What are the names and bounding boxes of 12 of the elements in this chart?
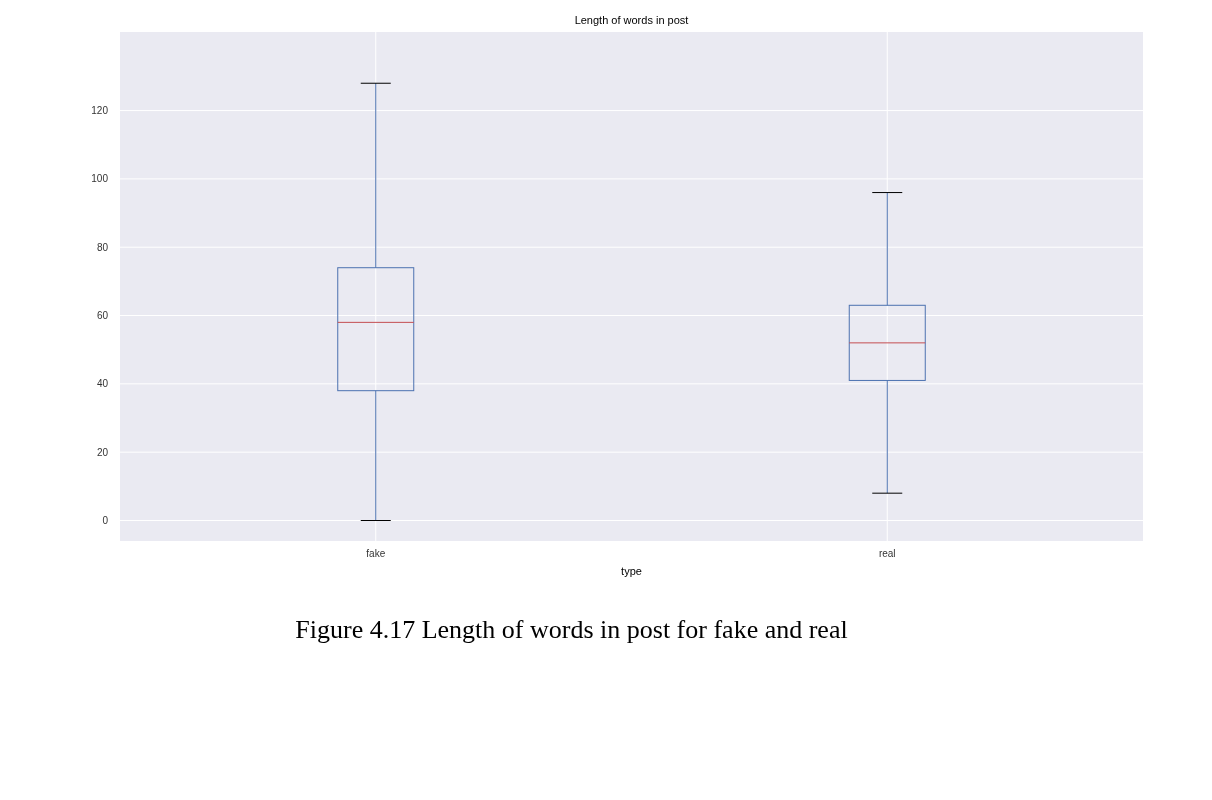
x-tick-label: real (878, 548, 896, 559)
x-tick-label: fake (366, 548, 386, 559)
y-tick-label: 120 (91, 105, 109, 117)
caption: Figure 4.17 Length of words in post for fake and real (295, 615, 848, 644)
x-axis-title: type (621, 565, 642, 577)
y-tick-label: 100 (91, 173, 109, 185)
y-tick-label: 60 (96, 310, 109, 322)
y-tick-label: 80 (96, 241, 109, 253)
chart-title: Length of words in post (574, 14, 689, 26)
y-tick-label: 0 (102, 515, 109, 526)
y-tick-label: 40 (96, 378, 109, 390)
y-tick-label: 20 (96, 446, 109, 458)
